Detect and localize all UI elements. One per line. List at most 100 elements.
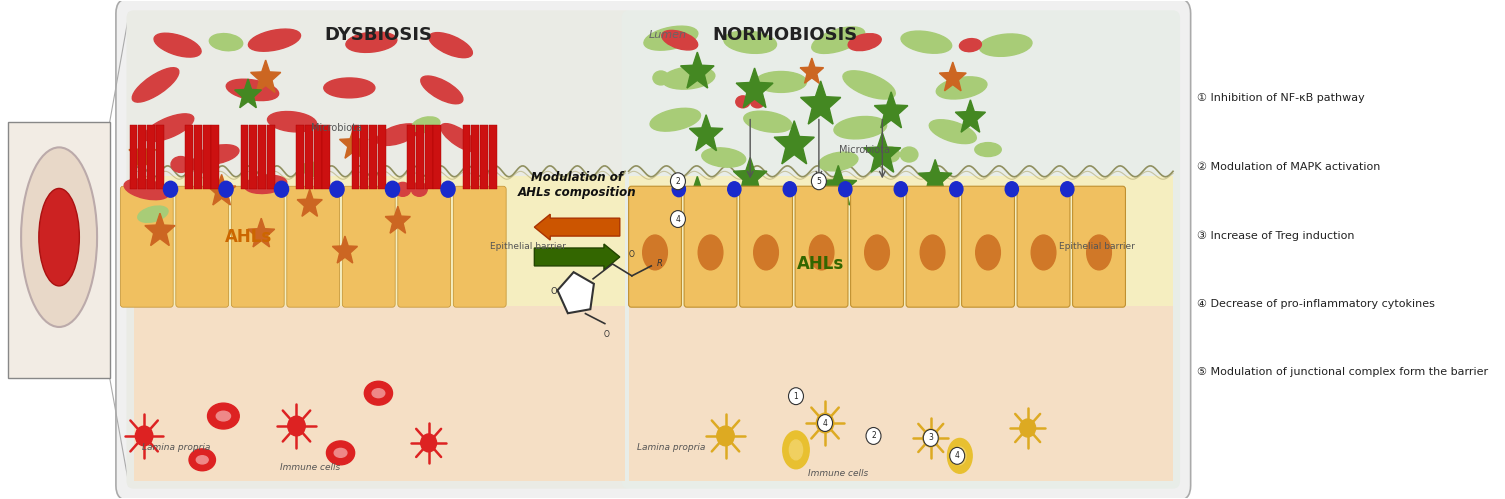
Text: 2: 2 [676,177,680,186]
Circle shape [783,182,796,197]
Circle shape [728,182,740,197]
Circle shape [950,448,965,464]
Polygon shape [248,218,275,247]
Ellipse shape [123,179,170,200]
Bar [296,125,304,189]
Ellipse shape [39,189,80,286]
Text: 4: 4 [676,215,680,224]
Circle shape [441,181,455,197]
FancyBboxPatch shape [795,186,847,307]
Polygon shape [774,121,814,164]
Polygon shape [235,79,262,108]
Bar [185,125,193,189]
Polygon shape [733,158,768,194]
Ellipse shape [736,96,749,108]
FancyBboxPatch shape [232,186,284,307]
Circle shape [811,173,826,190]
Circle shape [923,430,938,447]
Ellipse shape [644,26,698,50]
Ellipse shape [268,111,316,132]
Text: R: R [656,259,662,268]
Ellipse shape [196,456,208,464]
Ellipse shape [900,147,918,162]
Polygon shape [680,52,713,88]
Polygon shape [385,206,411,233]
Bar [424,125,432,189]
Ellipse shape [810,235,834,270]
Text: Lamina propria: Lamina propria [143,444,211,453]
FancyBboxPatch shape [685,186,737,307]
FancyBboxPatch shape [1017,186,1070,307]
Polygon shape [939,62,966,91]
Bar [322,125,331,189]
Bar [212,125,220,189]
Ellipse shape [1087,235,1111,270]
Ellipse shape [936,77,987,99]
Text: 2: 2 [871,432,876,441]
Ellipse shape [756,71,807,92]
Ellipse shape [790,440,802,460]
Ellipse shape [662,67,715,89]
Ellipse shape [865,235,889,270]
Bar [157,125,164,189]
Ellipse shape [217,411,230,421]
Ellipse shape [701,148,745,167]
Text: O: O [629,250,635,259]
Ellipse shape [412,117,439,133]
Ellipse shape [429,32,473,58]
Bar [9,122,110,378]
Polygon shape [736,68,774,108]
Ellipse shape [334,449,346,458]
Ellipse shape [980,34,1032,56]
Ellipse shape [948,439,972,473]
Bar [147,125,155,189]
Circle shape [716,426,734,446]
Ellipse shape [245,175,287,194]
Ellipse shape [327,441,355,465]
Ellipse shape [303,162,327,177]
FancyBboxPatch shape [453,186,506,307]
Ellipse shape [144,114,194,142]
Ellipse shape [811,27,865,53]
Ellipse shape [653,71,668,85]
Text: 4: 4 [954,451,960,461]
Bar [378,125,385,189]
Bar [134,176,625,306]
Bar [306,125,313,189]
FancyBboxPatch shape [622,10,1180,489]
Ellipse shape [372,389,385,398]
Circle shape [789,388,804,405]
Bar [134,306,625,481]
Ellipse shape [21,147,98,327]
Text: Immune cells: Immune cells [808,469,868,478]
Ellipse shape [920,235,945,270]
Ellipse shape [364,381,393,405]
Circle shape [385,181,399,197]
Ellipse shape [421,76,464,104]
Text: 3: 3 [929,434,933,443]
Circle shape [673,182,685,197]
Text: ① Inhibition of NF-κB pathway: ① Inhibition of NF-κB pathway [1196,93,1365,103]
Ellipse shape [882,147,900,162]
FancyBboxPatch shape [116,0,1190,499]
Ellipse shape [670,71,685,85]
Bar [629,306,1172,481]
Text: 5: 5 [816,177,822,186]
Ellipse shape [196,145,239,164]
Text: NORMOBIOSIS: NORMOBIOSIS [713,26,858,44]
Ellipse shape [643,235,667,270]
Bar [194,125,202,189]
Bar [415,125,424,189]
Text: ④ Decrease of pro-inflammatory cytokines: ④ Decrease of pro-inflammatory cytokines [1196,299,1434,309]
Polygon shape [689,115,722,151]
Polygon shape [820,166,856,205]
Ellipse shape [248,29,301,51]
FancyBboxPatch shape [342,186,396,307]
Circle shape [220,181,233,197]
Ellipse shape [154,33,202,57]
Bar [266,125,275,189]
Ellipse shape [843,71,895,99]
Circle shape [1061,182,1075,197]
Ellipse shape [346,32,397,52]
Bar [480,125,488,189]
